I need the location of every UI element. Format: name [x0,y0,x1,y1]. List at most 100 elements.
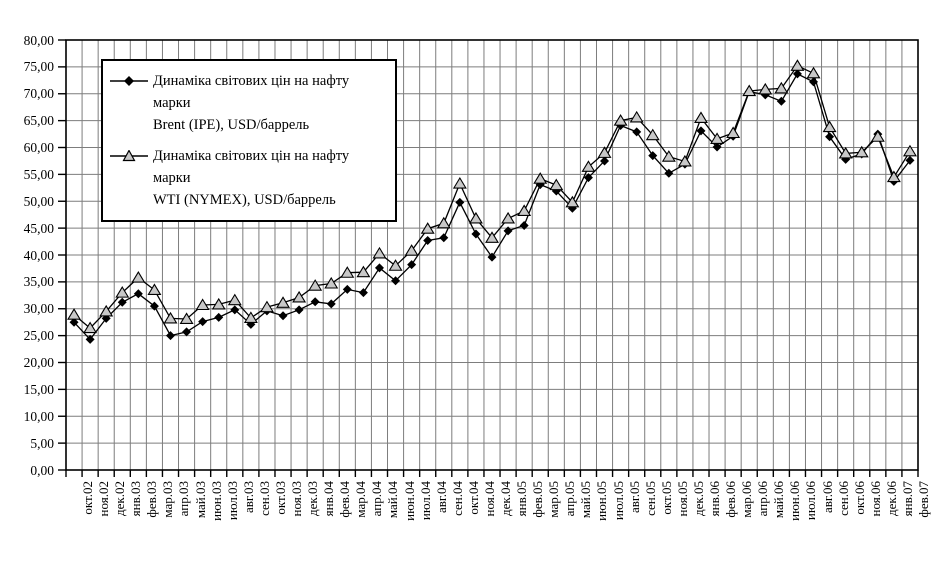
wti-data-point-marker [436,216,451,229]
wti-data-point-marker [131,271,146,283]
y-tick-label: 75,00 [23,59,54,75]
wti-data-point-marker [83,321,98,334]
x-tick-label: дек.03 [305,481,321,516]
wti-data-point-marker [758,82,773,95]
wti-data-point-marker [388,259,403,271]
x-tick-label: июл.03 [224,481,240,521]
brent-data-point-marker [583,173,593,183]
x-tick-label: янв.06 [706,481,722,517]
brent-data-point-marker [776,96,786,106]
x-tick-label: фев.03 [144,481,160,518]
y-tick-label: 60,00 [23,140,54,155]
legend-entry-wti: Динаміка світових цін на нафту марки WTI… [109,145,389,211]
brent-data-point-marker [391,276,401,286]
x-tick-label: дек.04 [498,481,513,516]
x-tick-label: июн.06 [787,481,803,521]
brent-data-point-marker [374,263,384,273]
y-tick-label: 15,00 [23,381,54,397]
brent-data-point-marker [133,289,143,299]
legend-label-wti-line1: Динаміка світових цін на нафту марки [153,148,350,186]
x-tick-label: май.04 [385,481,401,519]
y-tick-label: 10,00 [23,408,54,424]
wti-data-point-marker [227,293,242,306]
brent-data-point-marker [407,260,417,270]
y-tick-label: 25,00 [23,328,54,344]
x-tick-label: июн.05 [594,481,610,521]
x-tick-label: сен.03 [256,481,272,516]
brent-data-point-marker [905,155,915,165]
x-tick-label: авг.06 [819,481,835,514]
x-tick-label: май.06 [771,481,787,519]
brent-data-point-marker [117,297,127,307]
wti-triangle-marker-icon [109,145,153,167]
brent-data-point-marker [358,288,368,298]
wti-data-point-marker [694,111,708,123]
brent-data-point-marker [198,317,208,327]
brent-data-point-marker [423,235,433,245]
brent-data-point-marker [664,168,674,178]
brent-data-point-marker [69,317,79,327]
wti-data-point-marker [549,178,564,191]
x-tick-label: мар.05 [546,481,562,518]
brent-data-point-marker [632,127,642,137]
x-tick-label: окт.05 [658,481,674,515]
wti-data-point-marker [822,120,837,133]
x-tick-label: окт.02 [80,481,96,515]
y-tick-label: 20,00 [23,355,54,370]
x-tick-label: сен.06 [835,481,851,516]
x-tick-label: янв.03 [128,481,144,517]
wti-data-point-marker [517,204,532,216]
brent-data-point-marker [85,334,95,344]
x-tick-label: сен.04 [449,481,465,516]
wti-data-point-marker [276,296,290,308]
wti-data-point-marker [468,211,483,224]
wti-data-point-marker [677,154,692,167]
wti-data-point-marker [308,279,323,291]
wti-data-point-marker [259,300,274,313]
wti-data-point-marker [806,66,821,79]
wti-data-point-marker [163,311,178,324]
brent-data-point-marker [165,331,175,341]
wti-data-point-marker [115,286,130,298]
wti-data-point-marker [243,311,258,323]
wti-data-point-marker [902,144,917,157]
wti-data-point-marker [292,290,307,303]
wti-data-point-marker [67,308,82,320]
x-tick-label: апр.05 [562,481,578,517]
wti-data-point-marker [565,195,580,208]
brent-diamond-marker-icon [109,70,153,92]
x-tick-label: дек.06 [883,481,899,516]
brent-data-point-marker [648,151,658,161]
brent-data-point-marker [519,220,529,230]
brent-data-point-marker [214,312,224,322]
x-tick-label: фев.04 [337,481,353,518]
wti-data-point-marker [774,81,789,94]
y-tick-label: 50,00 [23,193,54,209]
wti-data-point-marker [726,126,741,139]
wti-data-point-marker [501,211,516,224]
x-tick-label: июн.03 [208,481,224,521]
x-tick-label: мар.04 [353,481,369,518]
wti-data-point-marker [533,172,548,184]
wti-data-point-marker [324,276,339,289]
x-tick-label: авг.04 [433,481,449,514]
legend-label-wti: Динаміка світових цін на нафту марки WTI… [153,145,389,211]
y-tick-label: 35,00 [23,274,54,290]
x-tick-label: янв.07 [899,481,915,517]
x-tick-label: окт.04 [465,481,481,515]
brent-data-point-marker [310,297,320,307]
wti-data-point-marker [854,145,869,158]
wti-data-point-marker [211,297,226,310]
chart-legend: Динаміка світових цін на нафту марки Bre… [101,59,397,222]
brent-data-point-marker [696,126,706,136]
y-tick-label: 5,00 [30,435,54,451]
x-tick-label: ноя.05 [674,481,690,517]
x-tick-label: окт.06 [851,481,867,515]
x-tick-label: сен.05 [642,481,658,516]
wti-data-point-marker [790,59,805,71]
x-tick-label: мар.06 [739,481,755,518]
wti-data-point-marker [147,283,162,295]
wti-data-point-marker [645,128,660,141]
wti-data-point-marker [629,110,644,123]
wti-data-point-marker [742,84,757,97]
